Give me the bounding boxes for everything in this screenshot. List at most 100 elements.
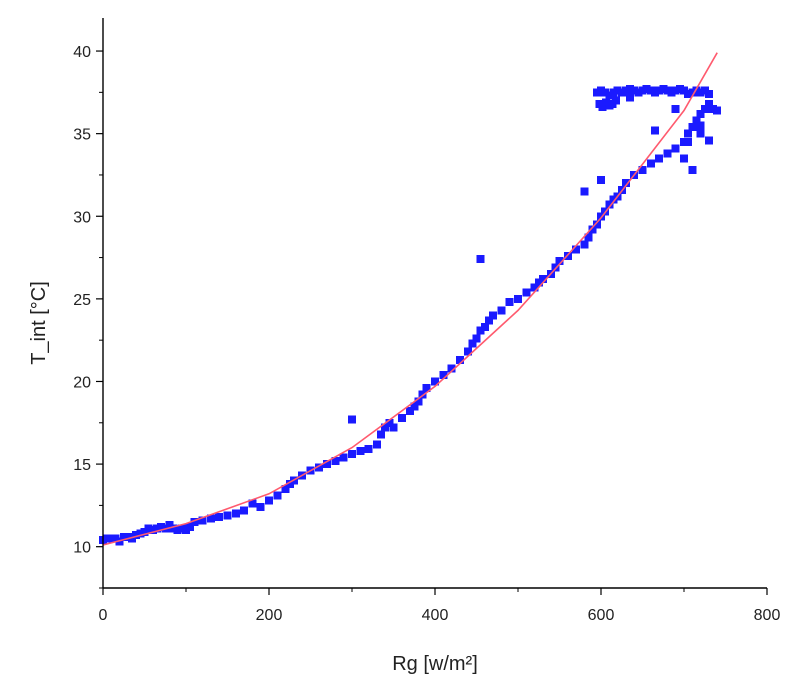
data-point xyxy=(265,496,273,505)
y-tick-label: 30 xyxy=(73,209,91,226)
data-point xyxy=(152,524,161,533)
data-point xyxy=(215,512,224,521)
data-point xyxy=(447,364,456,373)
data-point xyxy=(348,415,356,424)
data-point xyxy=(609,195,618,204)
data-point xyxy=(663,86,672,95)
data-point xyxy=(206,514,215,523)
data-point xyxy=(688,166,697,174)
data-point xyxy=(601,88,610,97)
data-point xyxy=(489,311,498,320)
data-point xyxy=(671,104,680,113)
data-point xyxy=(107,534,116,543)
data-point xyxy=(530,283,539,292)
data-point xyxy=(621,179,630,188)
y-tick-label: 10 xyxy=(73,540,91,557)
data-point xyxy=(592,88,601,97)
data-point xyxy=(372,440,381,449)
data-point xyxy=(314,463,323,472)
data-point xyxy=(132,531,141,540)
data-point xyxy=(617,88,626,97)
data-point xyxy=(484,316,493,325)
data-point xyxy=(165,521,174,530)
data-point xyxy=(605,200,614,209)
y-tick-label: 35 xyxy=(73,127,91,144)
data-point xyxy=(655,86,664,95)
data-point xyxy=(696,109,705,118)
data-point xyxy=(667,88,676,97)
data-point xyxy=(157,522,166,531)
data-point xyxy=(410,402,419,411)
data-point xyxy=(177,524,186,533)
data-point xyxy=(696,129,705,138)
data-point xyxy=(285,479,294,488)
data-point xyxy=(555,256,564,265)
data-point xyxy=(551,263,560,272)
data-point xyxy=(476,255,485,264)
data-point xyxy=(680,86,688,95)
data-point xyxy=(696,88,705,97)
data-point xyxy=(663,149,672,158)
data-point xyxy=(675,85,684,94)
data-point xyxy=(514,294,522,303)
data-point xyxy=(630,86,639,95)
data-point xyxy=(700,104,709,113)
data-point xyxy=(480,322,489,331)
data-point xyxy=(348,450,356,459)
data-point xyxy=(709,104,718,113)
data-point xyxy=(169,524,178,533)
data-point xyxy=(650,126,659,135)
data-point xyxy=(522,288,531,297)
data-point xyxy=(231,509,240,518)
data-point xyxy=(331,456,340,465)
data-point xyxy=(597,175,605,184)
x-tick-label: 400 xyxy=(422,607,449,624)
data-point xyxy=(144,524,153,533)
data-point xyxy=(223,511,232,520)
x-tick-label: 600 xyxy=(588,607,615,624)
data-point xyxy=(655,154,664,163)
data-point xyxy=(431,377,439,386)
data-point xyxy=(700,86,709,95)
data-point xyxy=(115,537,124,546)
data-point xyxy=(680,137,688,146)
y-tick-label: 40 xyxy=(73,44,91,61)
data-point xyxy=(111,534,120,543)
y-tick-label: 25 xyxy=(73,292,91,309)
data-point xyxy=(613,86,622,95)
data-point xyxy=(186,522,195,531)
data-point xyxy=(611,96,620,105)
data-point xyxy=(464,347,473,356)
data-point xyxy=(281,484,290,493)
x-tick-label: 800 xyxy=(754,607,781,624)
data-point xyxy=(584,233,593,242)
data-point xyxy=(684,90,693,98)
data-point xyxy=(704,90,713,98)
data-point xyxy=(659,85,668,94)
axes xyxy=(102,18,767,589)
data-point xyxy=(148,526,157,535)
data-point xyxy=(140,527,149,536)
data-point xyxy=(597,212,605,221)
data-point xyxy=(339,453,348,462)
data-point xyxy=(534,278,543,287)
data-point xyxy=(692,86,701,95)
fit-curve xyxy=(102,52,718,546)
data-point xyxy=(256,503,265,512)
data-point xyxy=(713,106,722,115)
data-point xyxy=(406,407,415,416)
data-point xyxy=(692,116,701,125)
data-point xyxy=(592,220,601,229)
data-point xyxy=(123,532,132,541)
data-point xyxy=(119,532,128,541)
data-point xyxy=(626,93,635,102)
data-point xyxy=(538,275,547,284)
data-point xyxy=(704,99,713,108)
data-point xyxy=(497,306,506,315)
data-point xyxy=(472,334,481,343)
data-point xyxy=(684,129,693,138)
data-point xyxy=(505,298,514,307)
data-point xyxy=(476,326,485,335)
data-point xyxy=(646,159,655,168)
